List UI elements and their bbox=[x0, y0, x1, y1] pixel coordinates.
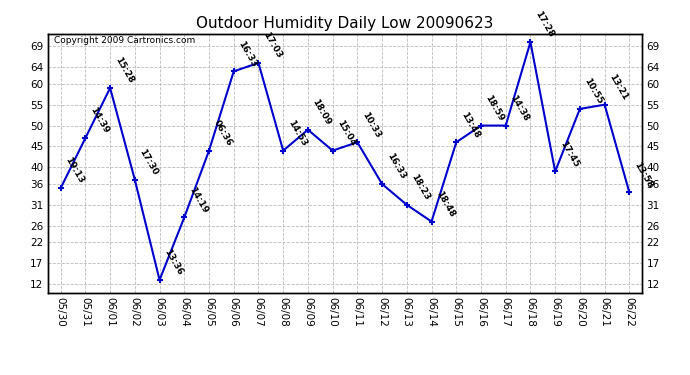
Text: 18:59: 18:59 bbox=[484, 93, 506, 123]
Text: 14:38: 14:38 bbox=[509, 93, 531, 123]
Text: 14:53: 14:53 bbox=[286, 118, 308, 148]
Text: 16:33: 16:33 bbox=[385, 152, 407, 181]
Text: 14:39: 14:39 bbox=[88, 106, 110, 135]
Text: 13:48: 13:48 bbox=[459, 110, 481, 140]
Text: 17:45: 17:45 bbox=[558, 139, 580, 169]
Text: 10:33: 10:33 bbox=[360, 110, 382, 140]
Text: 13:21: 13:21 bbox=[607, 73, 629, 102]
Text: 18:48: 18:48 bbox=[434, 189, 457, 219]
Text: 18:23: 18:23 bbox=[410, 173, 432, 202]
Text: 18:09: 18:09 bbox=[310, 98, 333, 127]
Text: Copyright 2009 Cartronics.com: Copyright 2009 Cartronics.com bbox=[55, 36, 195, 45]
Text: 15:04: 15:04 bbox=[335, 118, 357, 148]
Text: 06:36: 06:36 bbox=[212, 118, 234, 148]
Text: 13:58: 13:58 bbox=[632, 160, 654, 189]
Text: 17:30: 17:30 bbox=[137, 148, 159, 177]
Text: 13:36: 13:36 bbox=[162, 248, 184, 277]
Text: 17:28: 17:28 bbox=[533, 10, 555, 39]
Text: 16:33: 16:33 bbox=[237, 39, 259, 69]
Text: 19:13: 19:13 bbox=[63, 156, 86, 185]
Title: Outdoor Humidity Daily Low 20090623: Outdoor Humidity Daily Low 20090623 bbox=[197, 16, 493, 31]
Text: 14:19: 14:19 bbox=[187, 185, 209, 214]
Text: 15:28: 15:28 bbox=[113, 56, 135, 85]
Text: 17:03: 17:03 bbox=[262, 31, 284, 60]
Text: 10:55: 10:55 bbox=[582, 77, 604, 106]
